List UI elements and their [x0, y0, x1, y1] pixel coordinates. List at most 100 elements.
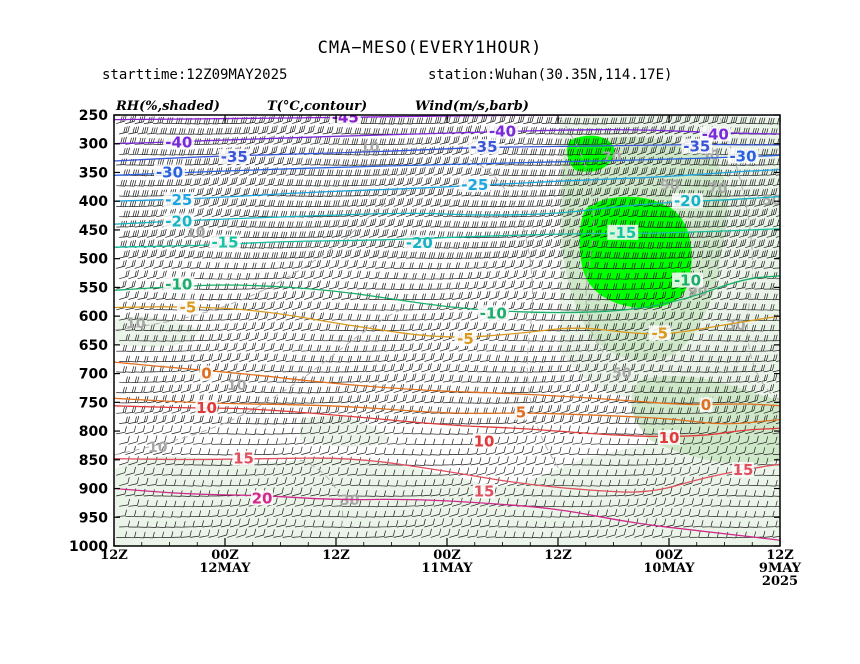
wind-barb-feather	[471, 200, 475, 207]
wind-barb-feather	[675, 241, 678, 248]
wind-barb-feather	[710, 270, 713, 277]
wind-barb-feather	[266, 252, 269, 259]
wind-barb-feather	[206, 230, 209, 237]
wind-barb-shaft	[433, 193, 443, 197]
wind-barb-feather	[448, 198, 451, 206]
wind-barb-feather	[196, 158, 199, 165]
wind-barb-feather	[365, 117, 368, 124]
wind-barb-shaft	[476, 120, 486, 124]
wind-barb-shaft	[125, 265, 135, 269]
wind-barb-feather	[518, 240, 521, 247]
wind-barb-feather	[322, 230, 325, 237]
wind-barb-shaft	[785, 174, 794, 176]
wind-barb-feather	[557, 230, 561, 237]
wind-barb-shaft	[433, 172, 443, 176]
wind-barb-shaft	[572, 277, 582, 280]
wind-barb-feather	[129, 179, 132, 187]
wind-barb-feather	[742, 230, 746, 237]
wind-barb-feather	[132, 190, 135, 197]
wind-barb-feather	[679, 221, 683, 228]
wind-barb-shaft	[553, 154, 563, 156]
wind-barb-feather	[715, 190, 718, 197]
wind-barb-feather	[605, 177, 608, 184]
wind-barb-shaft	[313, 195, 323, 197]
wind-barb-feather	[634, 209, 637, 216]
wind-barb-shaft	[331, 174, 341, 177]
wind-barb-feather	[716, 200, 720, 207]
wind-barb-shaft	[347, 204, 357, 207]
wind-barb-feather	[303, 231, 306, 238]
wind-barb-feather	[259, 199, 262, 206]
wind-barb-feather	[370, 199, 373, 206]
wind-barb-feather	[586, 197, 590, 204]
wind-barb-feather	[747, 249, 750, 256]
wind-barb-feather	[588, 293, 591, 300]
wind-barb-feather	[785, 229, 787, 235]
wind-barb-feather	[641, 231, 644, 238]
wind-barb-feather	[168, 117, 172, 124]
wind-barb-feather	[273, 292, 276, 299]
wind-barb-feather	[391, 188, 394, 195]
wind-barb-shaft	[569, 203, 579, 207]
wind-barb-feather	[562, 189, 565, 196]
wind-barb-feather	[703, 179, 706, 186]
wind-barb-feather	[596, 283, 599, 290]
wind-barb-feather	[208, 262, 211, 269]
wind-barb-feather	[381, 239, 384, 247]
wind-barb-feather	[595, 251, 598, 258]
wind-barb-feather	[437, 210, 441, 217]
wind-barb-feather	[400, 117, 403, 125]
wind-barb-feather	[707, 280, 710, 287]
wind-barb-feather	[372, 261, 375, 268]
wind-barb-feather	[340, 126, 343, 133]
wind-barb-feather	[647, 157, 650, 164]
wind-barb-feather	[577, 218, 580, 225]
wind-barb-feather	[522, 239, 525, 246]
wind-barb-feather	[401, 197, 405, 204]
wind-barb-shaft	[461, 172, 471, 176]
wind-barb-feather	[552, 249, 556, 256]
wind-barb-feather	[245, 262, 248, 270]
wind-barb-feather	[523, 126, 526, 133]
wind-barb-feather	[365, 198, 368, 205]
wind-barb-feather	[146, 229, 149, 236]
wind-barb-shaft	[356, 265, 366, 269]
wind-barb-shaft	[402, 203, 412, 207]
wind-barb-feather	[333, 137, 336, 145]
wind-barb-feather	[277, 157, 280, 164]
wind-barb-feather	[708, 291, 711, 298]
wind-barb-feather	[199, 293, 202, 300]
wind-barb-shaft	[498, 276, 508, 280]
wind-barb-feather	[790, 252, 792, 258]
wind-barb-feather	[120, 137, 123, 144]
wind-barb-feather	[211, 251, 214, 258]
wind-barb-shaft	[523, 225, 533, 228]
wind-barb-feather	[486, 251, 489, 258]
wind-barb-feather	[222, 137, 225, 144]
wind-barb-shaft	[193, 173, 203, 176]
wind-barb-shaft	[627, 257, 637, 259]
wind-barb-shaft	[581, 193, 591, 197]
wind-barb-feather	[291, 241, 294, 248]
wind-barb-feather	[645, 292, 648, 299]
wind-barb-shaft	[661, 184, 671, 187]
wind-barb-shaft	[301, 206, 311, 208]
wind-barb-feather	[234, 252, 237, 259]
wind-barb-feather	[596, 138, 599, 145]
wind-barb-feather	[578, 282, 581, 290]
wind-barb-feather	[144, 169, 147, 176]
wind-barb-feather	[131, 240, 134, 247]
wind-barb-feather	[516, 210, 519, 217]
wind-barb-feather	[585, 148, 589, 155]
wind-barb-feather	[215, 137, 218, 145]
wind-barb-feather	[127, 270, 130, 277]
wind-barb-feather	[261, 116, 264, 123]
wind-barb-feather	[636, 209, 639, 216]
wind-barb-feather	[446, 177, 449, 184]
wind-barb-feather	[353, 219, 356, 226]
wind-barb-feather	[790, 148, 792, 154]
wind-barb-feather	[342, 200, 345, 207]
wind-barb-feather	[476, 221, 479, 228]
wind-barb-feather	[383, 261, 386, 268]
wind-barb-feather	[146, 169, 149, 176]
